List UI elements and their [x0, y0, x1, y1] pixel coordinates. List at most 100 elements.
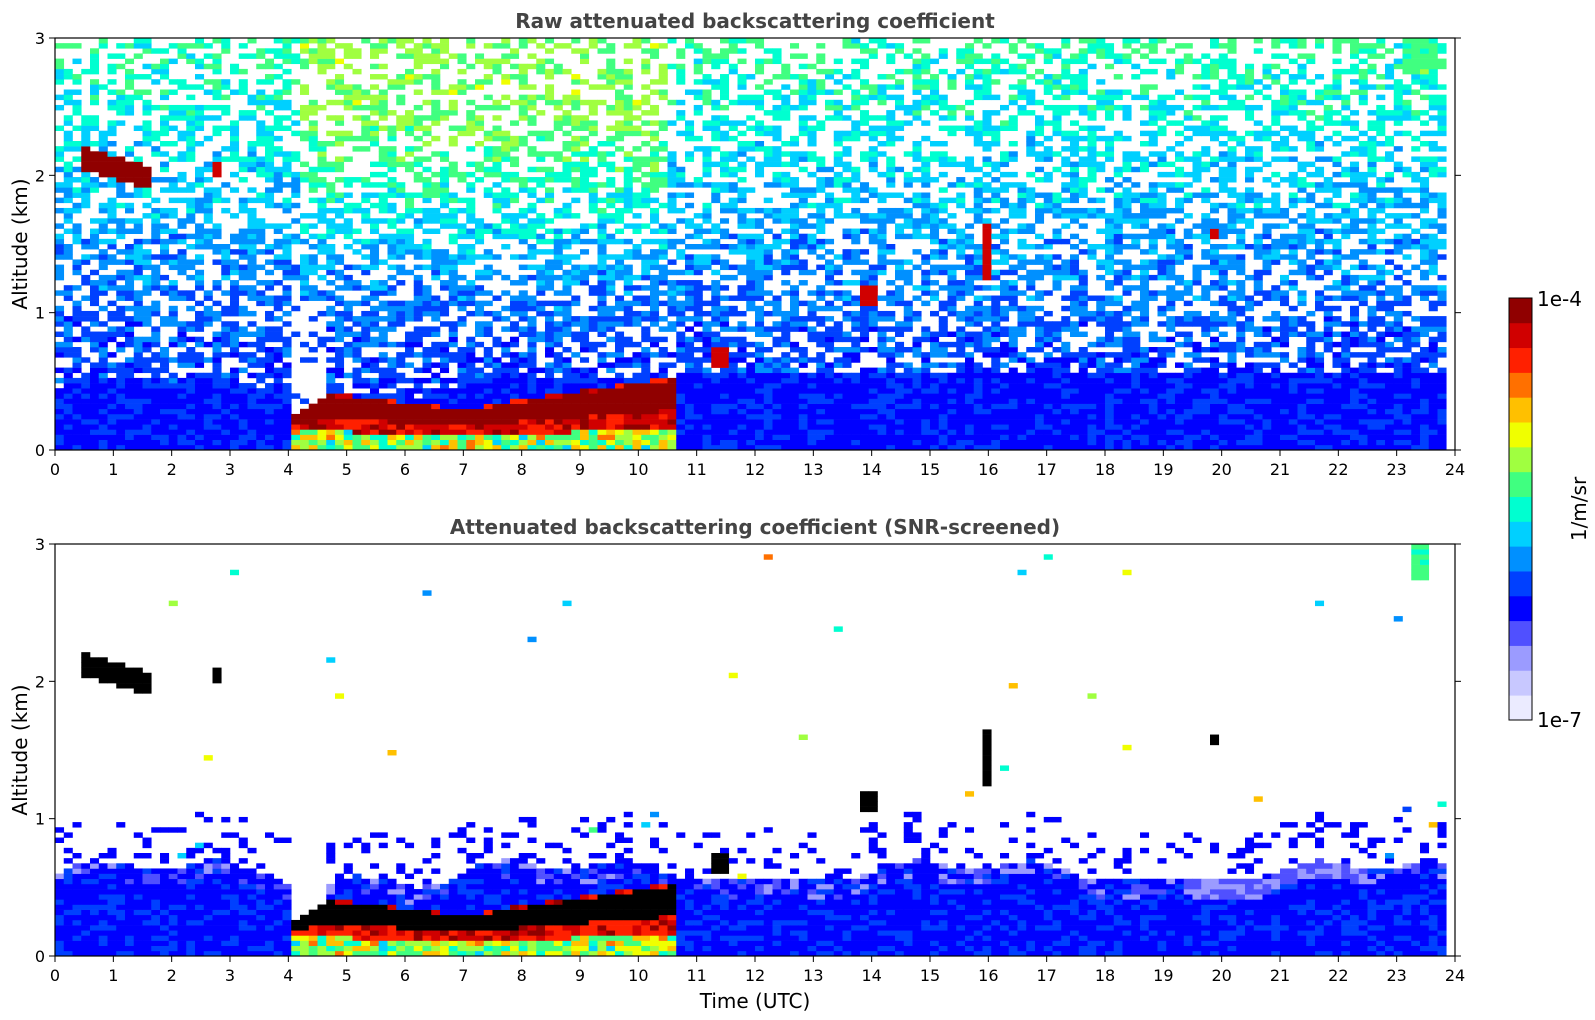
heatmap-cell [510, 310, 520, 317]
heatmap-cell [527, 130, 537, 137]
heatmap-cell [343, 218, 353, 224]
heatmap-cell [518, 305, 528, 312]
heatmap-cell [877, 192, 887, 198]
heatmap-cell [720, 352, 730, 358]
heatmap-cell [553, 352, 563, 358]
heatmap-cell [142, 357, 152, 363]
heatmap-cell [273, 419, 283, 425]
heatmap-cell [693, 331, 703, 337]
heatmap-cell [186, 110, 196, 116]
heatmap-cell [90, 177, 100, 183]
heatmap-cell [133, 408, 143, 415]
heatmap-cell [238, 408, 248, 415]
heatmap-cell [55, 429, 65, 435]
heatmap-cell [116, 43, 126, 49]
heatmap-cell [877, 434, 887, 440]
heatmap-cell [746, 207, 756, 214]
heatmap-cell [335, 274, 345, 281]
heatmap-cell [527, 413, 537, 420]
heatmap-cell [825, 104, 835, 111]
heatmap-cell [571, 161, 581, 168]
heatmap-cell [212, 161, 222, 168]
heatmap-cell [230, 321, 240, 327]
heatmap-cell [860, 63, 870, 70]
heatmap-cell [63, 424, 73, 430]
heatmap-cell [133, 156, 143, 162]
heatmap-cell [737, 120, 747, 126]
heatmap-cell [860, 43, 870, 49]
heatmap-cell [781, 357, 791, 363]
heatmap-cell [116, 419, 126, 425]
heatmap-cell [833, 79, 843, 85]
heatmap-cell [475, 377, 485, 384]
heatmap-cell [790, 89, 800, 95]
heatmap-cell [256, 372, 266, 379]
heatmap-cell [291, 177, 301, 183]
heatmap-cell [55, 238, 65, 245]
heatmap-cell [308, 316, 318, 322]
heatmap-cell [623, 321, 633, 327]
heatmap-cell [606, 58, 616, 65]
heatmap-cell [501, 213, 511, 219]
heatmap-cell [160, 166, 170, 173]
heatmap-cell [291, 120, 301, 126]
heatmap-cell [755, 321, 765, 327]
heatmap-cell [623, 393, 633, 399]
heatmap-cell [693, 383, 703, 389]
heatmap-cell [81, 259, 91, 265]
heatmap-cell [370, 254, 380, 260]
heatmap-cell [737, 192, 747, 198]
heatmap-cell [676, 300, 686, 307]
heatmap-cell [326, 280, 336, 286]
heatmap-cell [650, 419, 660, 425]
heatmap-cell [781, 419, 791, 425]
heatmap-cell [483, 372, 493, 379]
heatmap-cell [545, 424, 555, 430]
heatmap-cell [107, 68, 117, 75]
heatmap-cell [238, 110, 248, 116]
heatmap-cell [667, 228, 677, 234]
heatmap-cell [133, 53, 143, 59]
heatmap-cell [308, 403, 318, 410]
heatmap-cell [343, 326, 353, 332]
heatmap-cell [580, 274, 590, 281]
heatmap-cell [527, 424, 537, 430]
heatmap-cell [230, 130, 240, 137]
heatmap-cell [877, 171, 887, 178]
heatmap-cell [116, 259, 126, 265]
heatmap-cell [98, 424, 108, 430]
heatmap-cell [676, 130, 686, 137]
heatmap-cell [711, 290, 721, 296]
heatmap-cell [308, 171, 318, 178]
heatmap-cell [107, 408, 117, 415]
heatmap-cell [720, 347, 730, 353]
heatmap-cell [326, 336, 336, 343]
heatmap-cell [763, 249, 773, 255]
heatmap-cell [352, 393, 362, 399]
heatmap-cell [580, 223, 590, 229]
heatmap-cell [492, 156, 502, 162]
heatmap-cell [387, 424, 397, 430]
heatmap-cell [72, 408, 82, 415]
heatmap-cell [562, 238, 572, 245]
heatmap-cell [387, 305, 397, 312]
heatmap-cell [842, 166, 852, 173]
heatmap-cell [851, 166, 861, 173]
heatmap-cell [536, 403, 546, 410]
heatmap-cell [177, 403, 187, 410]
heatmap-cell [877, 264, 887, 271]
heatmap-cell [868, 38, 878, 44]
heatmap-cell [763, 383, 773, 389]
heatmap-cell [107, 99, 117, 106]
heatmap-cell [63, 321, 73, 327]
heatmap-cell [781, 280, 791, 286]
heatmap-cell [860, 249, 870, 255]
heatmap-cell [842, 398, 852, 404]
heatmap-cell [466, 377, 476, 384]
heatmap-cell [816, 156, 826, 162]
heatmap-cell [816, 362, 826, 368]
heatmap-cell [632, 130, 642, 137]
heatmap-cell [860, 218, 870, 224]
heatmap-cell [396, 357, 406, 363]
heatmap-cell [431, 74, 441, 80]
